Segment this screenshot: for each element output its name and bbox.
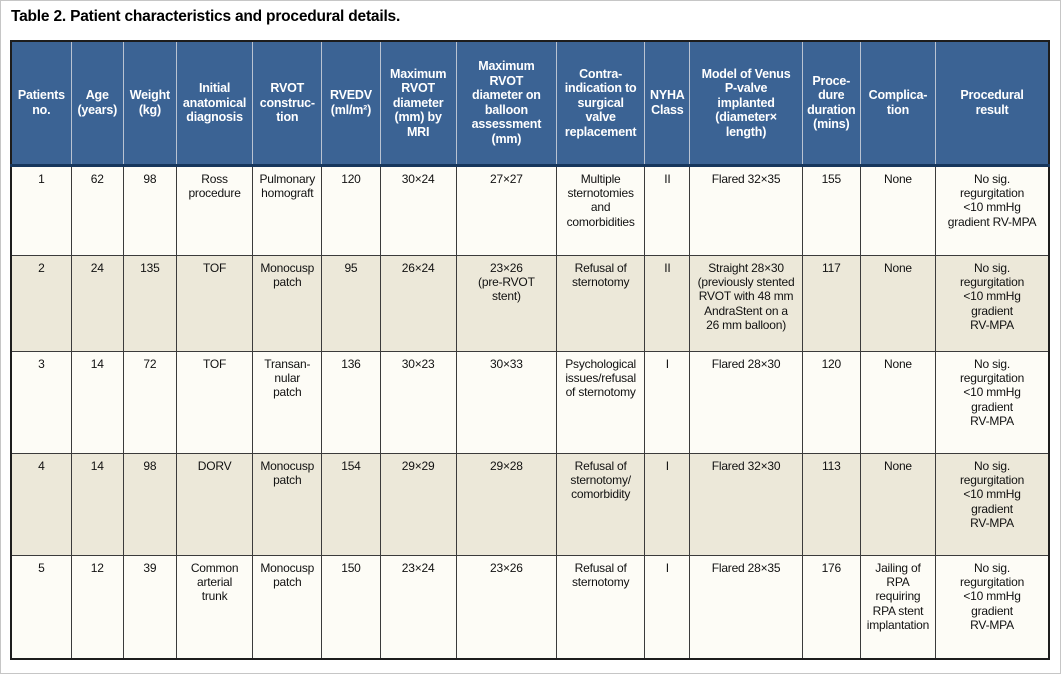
table-cell: 3 bbox=[10, 350, 72, 454]
column-header: Contra- indication to surgical valve rep… bbox=[556, 41, 646, 167]
table-cell: 98 bbox=[122, 452, 177, 556]
table-cell: Multiple sternotomies and comorbidities bbox=[556, 164, 646, 256]
table-cell: 95 bbox=[321, 254, 381, 352]
header-row: Patients no. Age (years) Weight (kg) Initia… bbox=[11, 41, 1049, 167]
table-cell: Pulmonary homograft bbox=[252, 164, 323, 256]
table-cell: Flared 28×30 bbox=[689, 350, 803, 454]
table-cell: 14 bbox=[70, 350, 124, 454]
table-cell: DORV bbox=[175, 452, 254, 556]
table-cell: 154 bbox=[321, 452, 381, 556]
table-cell: Refusal of sternotomy bbox=[556, 554, 646, 660]
table-cell: I bbox=[644, 452, 691, 556]
column-header: RVEDV (ml/m²) bbox=[321, 41, 381, 167]
table-cell: 4 bbox=[10, 452, 72, 556]
table-cell: II bbox=[644, 164, 691, 256]
table-cell: Flared 32×35 bbox=[689, 164, 803, 256]
column-header: RVOT construc- tion bbox=[252, 41, 323, 167]
table-cell: 30×23 bbox=[379, 350, 457, 454]
column-header: Age (years) bbox=[70, 41, 124, 167]
table-cell: 120 bbox=[321, 164, 381, 256]
table-cell: 26×24 bbox=[379, 254, 457, 352]
table-cell: 29×28 bbox=[455, 452, 558, 556]
table-cell: 29×29 bbox=[379, 452, 457, 556]
table-cell: Monocusp patch bbox=[252, 554, 323, 660]
table-cell: TOF bbox=[175, 254, 254, 352]
table-cell: None bbox=[859, 350, 937, 454]
table-cell: Psychological issues/refusal of sternoto… bbox=[556, 350, 646, 454]
table-cell: 135 bbox=[122, 254, 177, 352]
table-cell: None bbox=[859, 164, 937, 256]
table-cell: 12 bbox=[70, 554, 124, 660]
table-cell: No sig. regurgitation <10 mmHg gradient … bbox=[935, 164, 1050, 256]
table-cell: 155 bbox=[801, 164, 861, 256]
table-cell: 5 bbox=[10, 554, 72, 660]
table-cell: Jailing of RPA requiring RPA stent impla… bbox=[859, 554, 937, 660]
table-row: 2 24 135 TOF Monocusp patch 95 26×24 23×26 (pre… bbox=[10, 254, 1050, 352]
table-cell: Refusal of sternotomy/ comorbidity bbox=[556, 452, 646, 556]
table-cell: I bbox=[644, 554, 691, 660]
table-row: 4 14 98 DORV Monocusp patch 154 29×29 29×28 Refu… bbox=[10, 452, 1050, 556]
table-cell: Flared 32×30 bbox=[689, 452, 803, 556]
column-header: Initial anatomical diagnosis bbox=[175, 41, 254, 167]
table-cell: 24 bbox=[70, 254, 124, 352]
table-cell: No sig. regurgitation <10 mmHg gradient … bbox=[935, 350, 1050, 454]
table-cell: 120 bbox=[801, 350, 861, 454]
table-cell: 113 bbox=[801, 452, 861, 556]
table-cell: 98 bbox=[122, 164, 177, 256]
table-cell: Transan- nular patch bbox=[252, 350, 323, 454]
table-cell: 23×24 bbox=[379, 554, 457, 660]
table-cell: II bbox=[644, 254, 691, 352]
table-cell: Common arterial trunk bbox=[175, 554, 254, 660]
table-cell: 30×24 bbox=[379, 164, 457, 256]
table-cell: Ross procedure bbox=[175, 164, 254, 256]
table-cell: Refusal of sternotomy bbox=[556, 254, 646, 352]
table-cell: Flared 28×35 bbox=[689, 554, 803, 660]
table-cell: 23×26 (pre-RVOT stent) bbox=[455, 254, 558, 352]
table-cell: 23×26 bbox=[455, 554, 558, 660]
table-cell: No sig. regurgitation <10 mmHg gradient … bbox=[935, 452, 1050, 556]
table-cell: 62 bbox=[70, 164, 124, 256]
column-header: Proce- dure duration (mins) bbox=[801, 41, 861, 167]
table-cell: 117 bbox=[801, 254, 861, 352]
table-body: 1 62 98 Ross procedure Pulmonary homograft 12… bbox=[10, 164, 1050, 660]
table-title: Table 2. Patient characteristics and pro… bbox=[11, 8, 401, 25]
table-cell: Straight 28×30 (previously stented RVOT … bbox=[689, 254, 803, 352]
table-cell: 136 bbox=[321, 350, 381, 454]
table-cell: 2 bbox=[10, 254, 72, 352]
table-cell: No sig. regurgitation <10 mmHg gradient … bbox=[935, 554, 1050, 660]
table-cell: 30×33 bbox=[455, 350, 558, 454]
table-cell: Monocusp patch bbox=[252, 254, 323, 352]
table-cell: 150 bbox=[321, 554, 381, 660]
table-cell: No sig. regurgitation <10 mmHg gradient … bbox=[935, 254, 1050, 352]
table-cell: TOF bbox=[175, 350, 254, 454]
table-cell: 72 bbox=[122, 350, 177, 454]
table-row: 1 62 98 Ross procedure Pulmonary homograft 12… bbox=[10, 164, 1050, 256]
table-cell: 14 bbox=[70, 452, 124, 556]
column-header: Patients no. bbox=[11, 41, 72, 167]
table-cell: None bbox=[859, 452, 937, 556]
patient-characteristics-table: Patients no. Age (years) Weight (kg) Initia… bbox=[10, 40, 1050, 660]
column-header: Procedural result bbox=[935, 41, 1049, 167]
table-row: 3 14 72 TOF Transan- nular patch 136 30×23 30×3… bbox=[10, 350, 1050, 454]
table-cell: 27×27 bbox=[455, 164, 558, 256]
column-header: Model of Venus P-valve implanted (diamet… bbox=[689, 41, 803, 167]
column-header: NYHA Class bbox=[644, 41, 691, 167]
table-cell: I bbox=[644, 350, 691, 454]
table-row: 5 12 39 Common arterial trunk Monocusp patch… bbox=[10, 554, 1050, 660]
column-header: Maximum RVOT diameter (mm) by MRI bbox=[379, 41, 457, 167]
table-cell: 176 bbox=[801, 554, 861, 660]
column-header: Weight (kg) bbox=[122, 41, 177, 167]
table-cell: 39 bbox=[122, 554, 177, 660]
column-header: Maximum RVOT diameter on balloon assessm… bbox=[455, 41, 558, 167]
column-header: Complica- tion bbox=[859, 41, 937, 167]
table-cell: None bbox=[859, 254, 937, 352]
table-cell: Monocusp patch bbox=[252, 452, 323, 556]
table-cell: 1 bbox=[10, 164, 72, 256]
